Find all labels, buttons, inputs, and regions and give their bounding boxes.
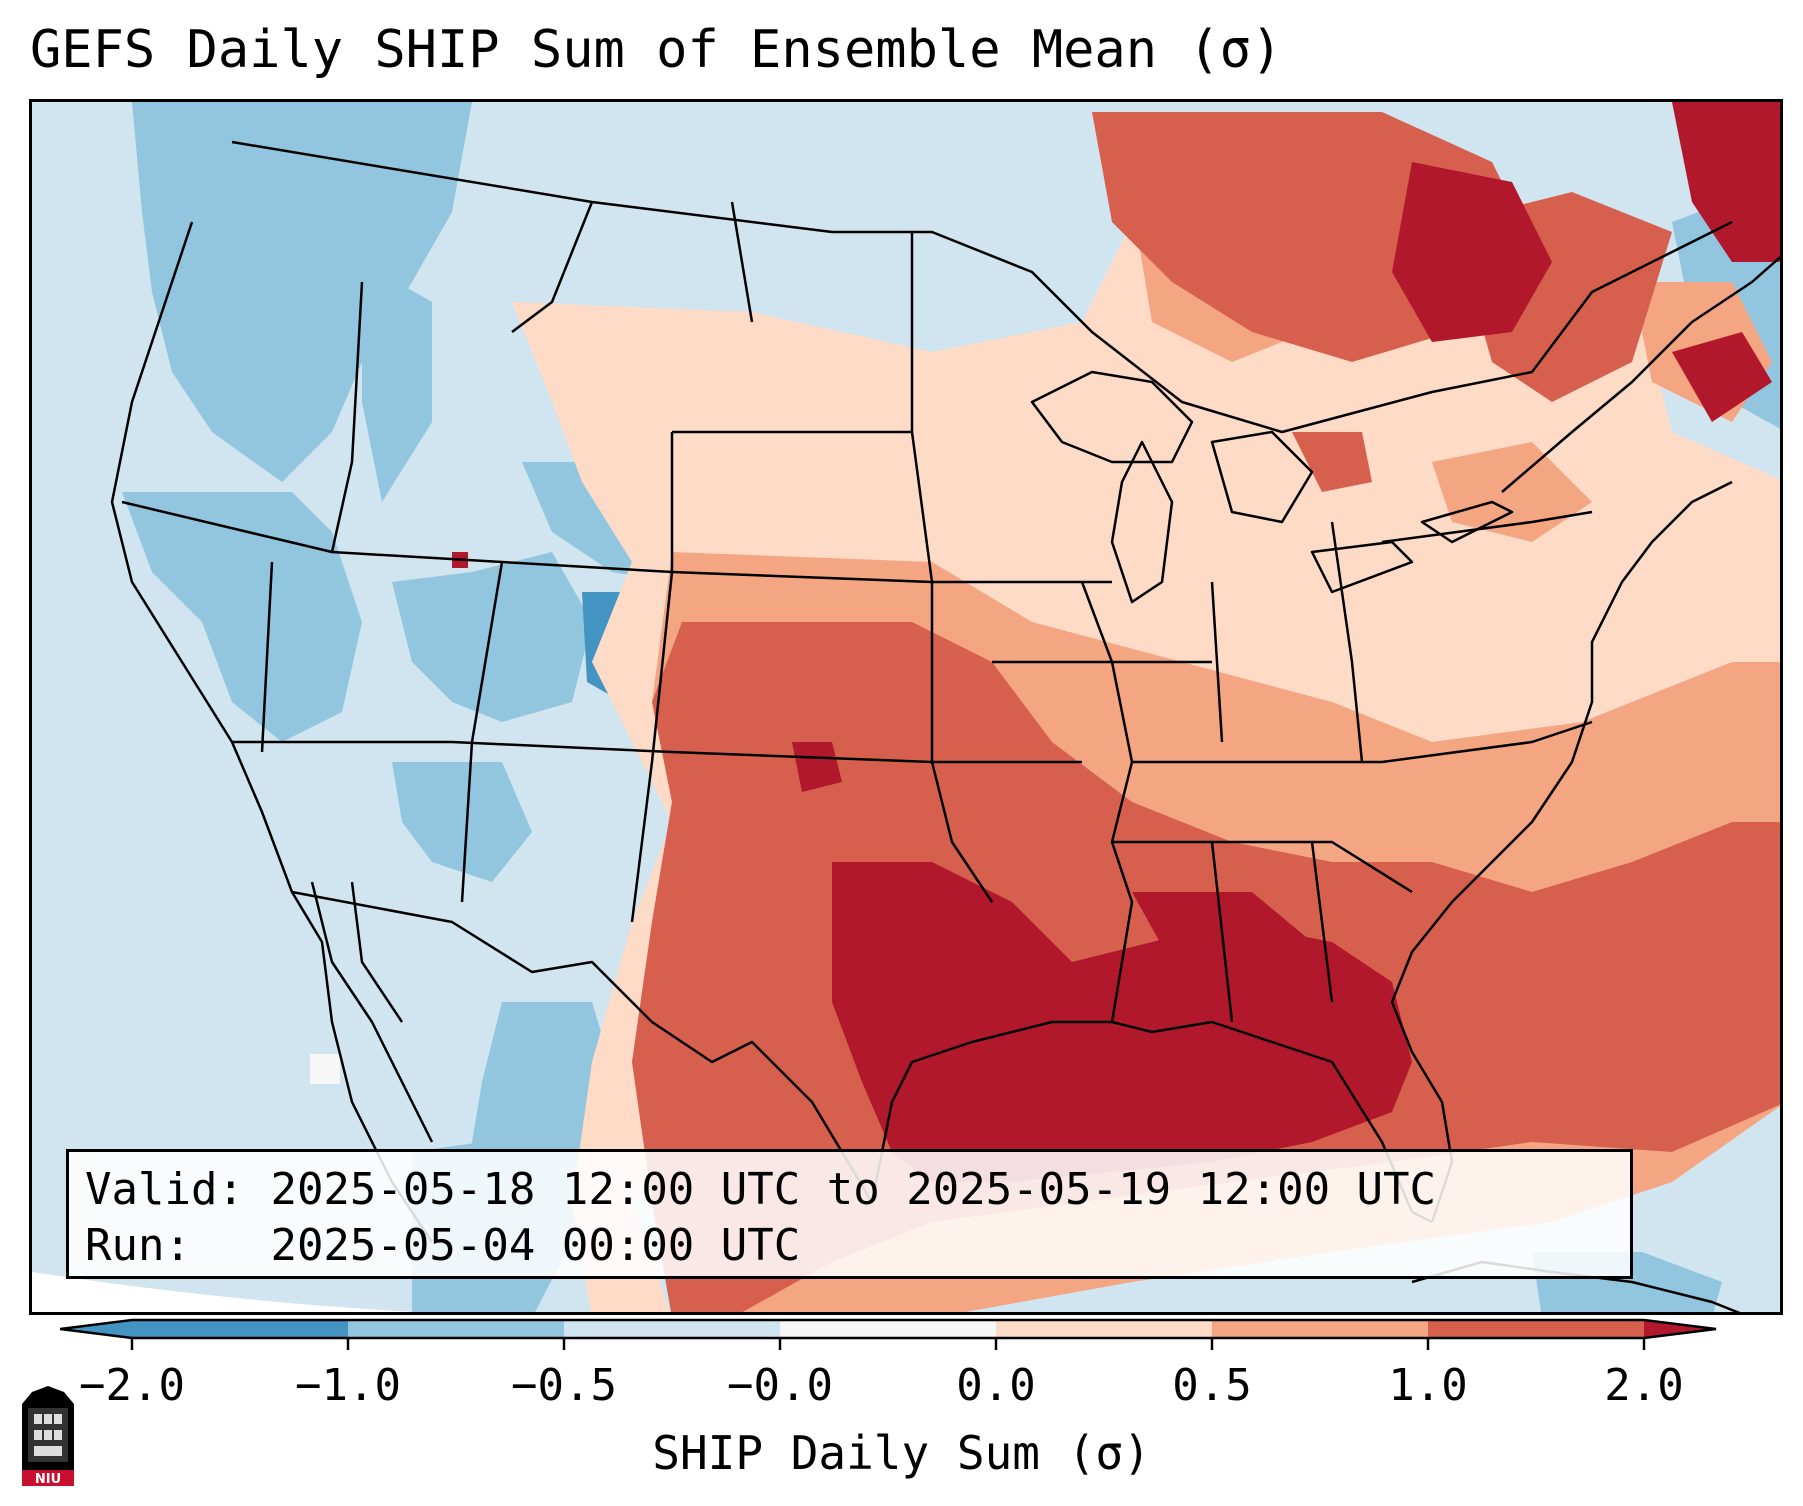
outside-domain (32, 1272, 416, 1312)
valid-label: Valid: (85, 1164, 244, 1215)
colorbar-tick-label: 0.0 (956, 1360, 1036, 1411)
svg-text:NIU: NIU (35, 1472, 61, 1486)
colorbar-extend-low (60, 1320, 132, 1338)
colorbar-segment (1428, 1320, 1644, 1338)
neutral-patch (310, 1054, 340, 1084)
colorbar-segment (1212, 1320, 1428, 1338)
colorbar-tick-label: 2.0 (1604, 1360, 1684, 1411)
valid-run-info-box: Valid: 2025-05-18 12:00 UTC to 2025-05-1… (66, 1149, 1633, 1279)
colorbar-segment (348, 1320, 564, 1338)
niu-logo: NIU (22, 1386, 74, 1486)
colorbar-tick-label: 0.5 (1172, 1360, 1252, 1411)
shaded-field-map (32, 102, 1780, 1312)
colorbar-segment (132, 1320, 348, 1338)
colorbar-segment (780, 1320, 996, 1338)
colorbar-tick-label: −1.0 (295, 1360, 401, 1411)
boundary-lines (110, 140, 1780, 1312)
colorbar-extend-high (1644, 1320, 1716, 1338)
colorbar-tick-label: −2.0 (79, 1360, 185, 1411)
colorbar-label: SHIP Daily Sum (σ) (652, 1426, 1151, 1480)
colorbar-ticks (130, 1338, 1646, 1350)
colorbar-tick-label: 1.0 (1388, 1360, 1468, 1411)
colorbar-segments (60, 1320, 1716, 1338)
colorbar-segment (996, 1320, 1212, 1338)
colorbar-segment (564, 1320, 780, 1338)
run-time: 2025-05-04 00:00 UTC (270, 1220, 801, 1271)
colorbar-tick-label: −0.5 (511, 1360, 617, 1411)
map-title: GEFS Daily SHIP Sum of Ensemble Mean (σ) (30, 20, 1283, 80)
colorbar-tick-label: −0.0 (727, 1360, 833, 1411)
colorbar (60, 1318, 1717, 1350)
very-strong-positive-anomaly (452, 102, 1780, 1182)
valid-time-range: 2025-05-18 12:00 UTC to 2025-05-19 12:00… (270, 1164, 1437, 1215)
run-label: Run: (85, 1220, 191, 1271)
map-panel (29, 99, 1783, 1315)
